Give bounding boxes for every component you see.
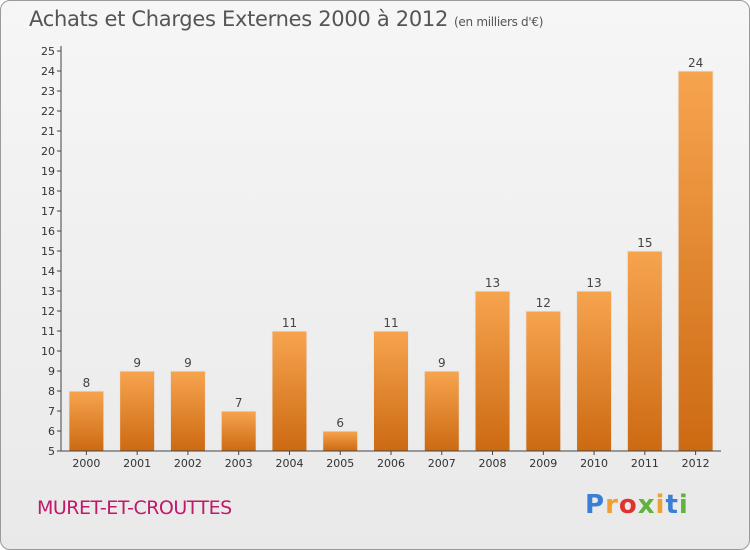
y-tick-label: 23: [41, 85, 55, 98]
logo-letter: i: [655, 490, 666, 520]
y-tick-label: 18: [41, 185, 55, 198]
bar-value-label: 7: [235, 396, 243, 410]
commune-name: MURET-ET-CROUTTES: [37, 497, 232, 519]
x-tick-label: 2004: [275, 457, 303, 470]
y-tick-label: 8: [48, 385, 55, 398]
x-tick-label: 2006: [377, 457, 405, 470]
y-tick-label: 11: [41, 325, 55, 338]
bar-value-label: 12: [536, 296, 551, 310]
x-tick-label: 2002: [174, 457, 202, 470]
proxiti-logo[interactable]: Proxiti: [585, 490, 689, 520]
chart-title-text: Achats et Charges Externes 2000 à 2012: [29, 7, 449, 31]
bar-value-label: 13: [586, 276, 601, 290]
bar-value-label: 15: [637, 236, 652, 250]
bar: [677, 70, 714, 452]
bar: [576, 290, 613, 452]
bar-value-label: 8: [83, 376, 91, 390]
bar: [373, 330, 409, 452]
x-tick-label: 2010: [580, 457, 608, 470]
bar: [271, 330, 308, 452]
logo-letter: i: [678, 490, 689, 520]
y-tick-label: 15: [41, 245, 55, 258]
x-tick-label: 2012: [682, 457, 710, 470]
bar: [119, 370, 156, 452]
logo-letter: r: [605, 490, 619, 520]
bar: [220, 410, 257, 452]
x-tick-label: 2009: [529, 457, 557, 470]
y-tick-label: 7: [48, 405, 55, 418]
logo-letter: t: [665, 490, 679, 520]
logo-letter: x: [637, 490, 656, 520]
bar-value-label: 9: [184, 356, 192, 370]
bar-value-label: 9: [438, 356, 446, 370]
bar-value-label: 6: [336, 416, 344, 430]
y-tick-label: 17: [41, 205, 55, 218]
bar-value-label: 13: [485, 276, 500, 290]
y-tick-label: 25: [41, 45, 55, 58]
bar: [322, 430, 359, 452]
x-tick-label: 2008: [479, 457, 507, 470]
bars-group: 8 9 9 7 11 6 11 9 13 12 13 15 24: [68, 56, 714, 452]
y-tick-label: 19: [41, 165, 55, 178]
bar: [169, 370, 206, 452]
y-tick-label: 21: [41, 125, 55, 138]
logo-letter: o: [618, 490, 638, 520]
y-tick-label: 22: [41, 105, 55, 118]
bar: [68, 390, 105, 452]
x-tick-label: 2000: [72, 457, 100, 470]
axes-group: 2000 2001 2002 2003 2004 2005 2006 2007 2008 2009…: [41, 45, 721, 470]
chart-title: Achats et Charges Externes 2000 à 2012 (e…: [29, 7, 543, 31]
y-tick-label: 16: [41, 225, 55, 238]
y-tick-label: 9: [48, 365, 55, 378]
x-tick-label: 2001: [123, 457, 151, 470]
bar-value-label: 11: [282, 316, 297, 330]
x-tick-label: 2007: [428, 457, 456, 470]
logo-letter: P: [585, 490, 606, 520]
y-tick-label: 5: [48, 445, 55, 458]
y-tick-label: 13: [41, 285, 55, 298]
x-tick-label: 2011: [631, 457, 659, 470]
y-tick-label: 20: [41, 145, 55, 158]
bar: [474, 290, 511, 452]
y-tick-label: 10: [41, 345, 55, 358]
y-tick-label: 12: [41, 305, 55, 318]
x-tick-label: 2005: [326, 457, 354, 470]
bar: [423, 370, 460, 452]
chart-unit: (en milliers d'€): [454, 15, 544, 29]
x-tick-label: 2003: [225, 457, 253, 470]
bar: [525, 310, 562, 452]
bar: [626, 250, 663, 452]
bar-value-label: 11: [383, 316, 398, 330]
y-tick-label: 14: [41, 265, 55, 278]
y-tick-label: 6: [48, 425, 55, 438]
bar-value-label: 9: [133, 356, 141, 370]
bar-value-label: 24: [688, 56, 703, 70]
y-tick-label: 24: [41, 65, 55, 78]
